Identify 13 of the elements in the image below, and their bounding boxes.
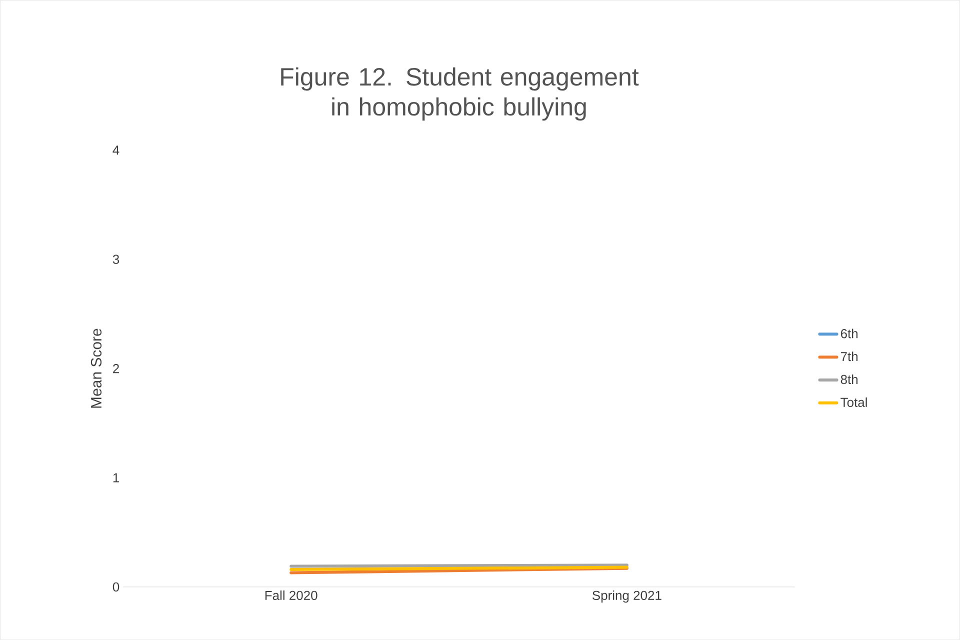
y-tick-label: 3 xyxy=(112,254,120,264)
legend-label: 8th xyxy=(840,374,858,384)
y-tick-label: 1 xyxy=(113,473,119,482)
y-axis-title: Mean Score xyxy=(90,328,102,408)
chart-title: Figure 12. Student engagement in homophobic bullying xyxy=(281,67,639,121)
y-tick-label: 2 xyxy=(113,364,119,374)
y-tick-label: 4 xyxy=(112,146,120,155)
x-tick-label: Fall 2020 xyxy=(265,590,318,600)
legend-label: 7th xyxy=(840,352,858,362)
x-tick-label: Spring 2021 xyxy=(592,590,662,603)
y-tick-label: 0 xyxy=(112,582,120,592)
legend-label: Total xyxy=(840,397,867,407)
legend-label: 6th xyxy=(840,328,858,338)
